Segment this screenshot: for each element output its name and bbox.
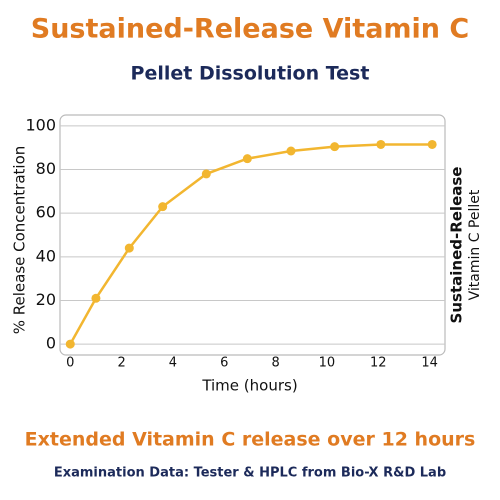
x-tick-label: 0 <box>66 356 74 371</box>
plot-frame <box>59 114 446 356</box>
data-point <box>124 243 134 253</box>
y-tick-label: 0 <box>46 334 56 353</box>
y-tick-label: 60 <box>36 203 56 222</box>
x-tick-label: 8 <box>271 356 279 371</box>
caption: Extended Vitamin C release over 12 hours <box>25 429 476 451</box>
chart-subtitle: Pellet Dissolution Test <box>131 63 370 85</box>
x-tick-label: 4 <box>169 356 177 371</box>
chart-title: Sustained-Release Vitamin C <box>31 14 470 45</box>
data-point <box>242 154 252 164</box>
data-point <box>65 339 75 349</box>
x-tick-label: 10 <box>319 356 336 371</box>
y-axis-label: % Release Concentration <box>11 146 29 335</box>
y-tick-label: 40 <box>36 246 56 265</box>
data-point <box>286 146 296 156</box>
data-point <box>158 202 168 212</box>
x-tick-label: 12 <box>370 356 387 371</box>
data-point <box>427 139 437 149</box>
data-point <box>376 139 386 149</box>
data-point <box>330 142 340 152</box>
y-tick-label: 80 <box>36 159 56 178</box>
x-tick-label: 14 <box>421 356 438 371</box>
y-tick-label: 20 <box>36 290 56 309</box>
y-tick-label: 100 <box>25 115 56 134</box>
footnote: Examination Data: Tester & HPLC from Bio… <box>54 466 446 481</box>
data-point <box>201 169 211 179</box>
x-tick-label: 2 <box>117 356 125 371</box>
x-tick-label: 6 <box>220 356 228 371</box>
right-label: Sustained-Release <box>448 167 466 324</box>
series-line <box>69 143 433 345</box>
data-point <box>91 293 101 303</box>
right-label: Vitamin C Pellet <box>467 189 483 300</box>
x-axis-label: Time (hours) <box>201 377 297 395</box>
